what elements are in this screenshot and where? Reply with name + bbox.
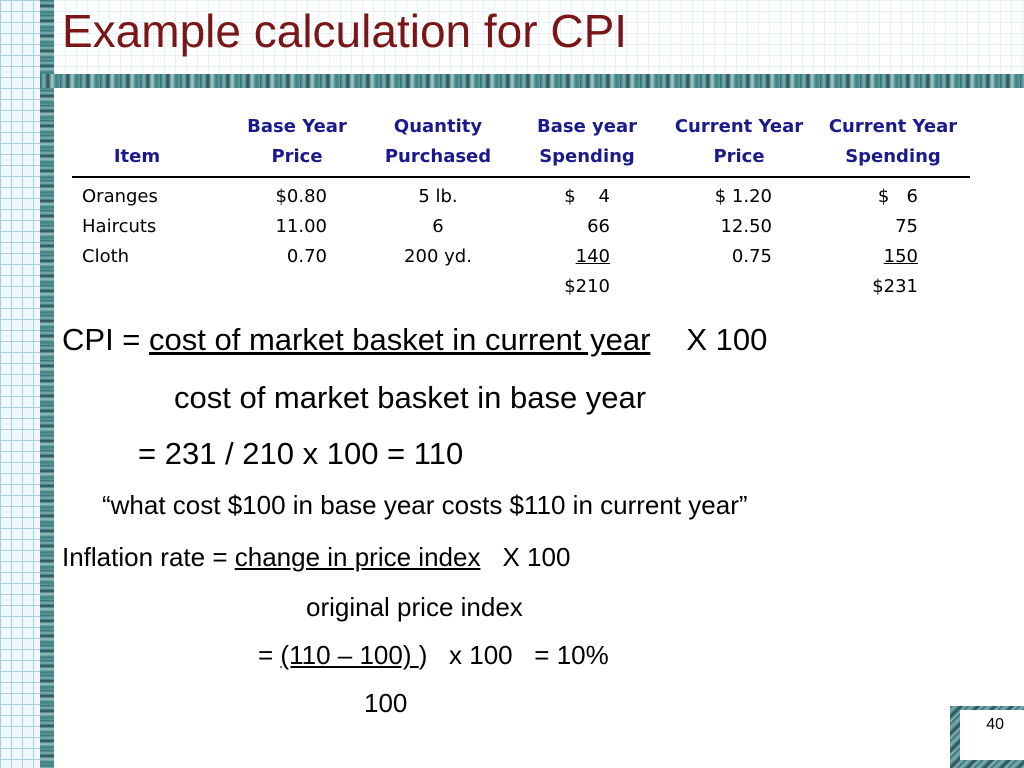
- table-cell: $ 6: [877, 186, 918, 207]
- table-cell: Oranges: [82, 186, 158, 207]
- header-current-year-price: Current Year Price: [674, 116, 804, 167]
- cpi-formula: CPI = cost of market basket in current y…: [62, 322, 767, 358]
- table-cell: 150: [883, 246, 918, 267]
- header-base-year-spending: Base year Spending: [536, 116, 638, 167]
- decorative-corner-inner: [960, 710, 1024, 760]
- table-cell: $ 4: [564, 186, 610, 207]
- base-year-total: $210: [564, 276, 610, 297]
- inflation-prefix: Inflation rate =: [62, 542, 235, 572]
- table-cell: 140: [575, 246, 610, 267]
- table-cell: 0.70: [286, 246, 327, 267]
- table-cell: 12.50: [720, 216, 772, 237]
- table-cell: 200 yd.: [404, 246, 472, 267]
- table-cell: 0.75: [731, 246, 772, 267]
- decorative-top-grid: [54, 0, 1024, 74]
- inflation-denominator: original price index: [306, 592, 523, 622]
- inflation-numerator: change in price index: [234, 542, 481, 572]
- table-cell: $ 1.20: [714, 186, 772, 207]
- decorative-horizontal-border: [40, 74, 1024, 88]
- cpi-times: X 100: [686, 322, 768, 357]
- table-cell: 11.00: [275, 216, 327, 237]
- cpi-prefix: CPI =: [62, 322, 150, 357]
- decorative-vertical-border: [40, 0, 54, 768]
- inflation-formula: Inflation rate = change in price index X …: [62, 542, 570, 573]
- inflation-calc-denominator: 100: [364, 688, 408, 718]
- cpi-result: = 231 / 210 x 100 = 110: [138, 436, 464, 471]
- current-year-total: $231: [872, 276, 918, 297]
- page-number: 40: [986, 716, 1004, 733]
- slide-title: Example calculation for CPI: [62, 5, 628, 57]
- inflation-eq: =: [258, 640, 281, 670]
- header-base-year-price: Base Year Price: [247, 116, 347, 167]
- inflation-calc-numerator: (110 – 100): [280, 640, 419, 670]
- table-cell: 66: [587, 216, 610, 237]
- decorative-grid-strip: [0, 0, 44, 768]
- header-item: Item: [113, 146, 161, 167]
- table-cell: Cloth: [82, 246, 130, 267]
- table-cell: 6: [432, 216, 444, 237]
- inflation-calc-rest: ) x 100 = 10%: [418, 640, 609, 670]
- cpi-denominator: cost of market basket in base year: [174, 380, 647, 415]
- table-cell: 75: [895, 216, 918, 237]
- table-cell: Haircuts: [82, 216, 157, 237]
- cpi-numerator: cost of market basket in current year: [149, 322, 651, 357]
- header-current-year-spending: Current Year Spending: [828, 116, 958, 167]
- inflation-times: X 100: [502, 542, 571, 572]
- table-cell: $0.80: [275, 186, 327, 207]
- inflation-calculation: = (110 – 100) ) x 100 = 10%: [258, 640, 609, 671]
- table-cell: 5 lb.: [418, 186, 458, 207]
- header-rule: [72, 176, 970, 178]
- header-quantity-purchased: Quantity Purchased: [384, 116, 492, 167]
- cpi-interpretation: “what cost $100 in base year costs $110 …: [102, 490, 748, 520]
